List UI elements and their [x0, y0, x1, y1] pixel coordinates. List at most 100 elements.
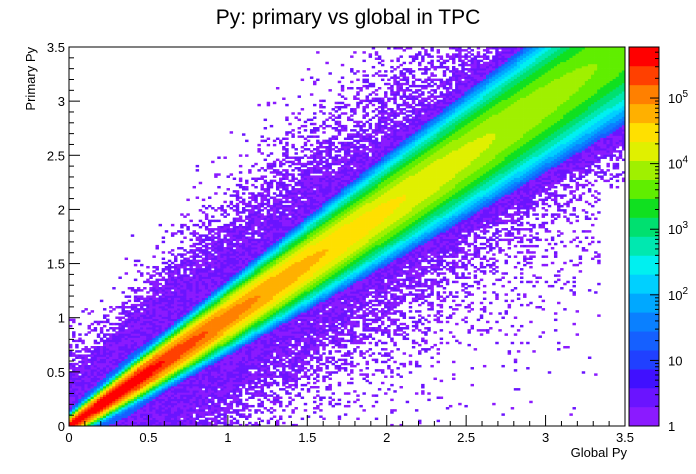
heatmap-cell: [84, 345, 88, 349]
heatmap-cell: [257, 192, 261, 195]
heatmap-cell: [198, 236, 203, 239]
heatmap-cell: [201, 276, 206, 279]
heatmap-cell: [251, 289, 255, 292]
heatmap-cell: [124, 341, 129, 345]
heatmap-cell: [232, 221, 237, 225]
heatmap-cell: [146, 297, 150, 301]
heatmap-cell: [158, 379, 163, 383]
heatmap-cell: [130, 390, 135, 393]
heatmap-cell: [266, 373, 271, 376]
heatmap-cell: [170, 261, 175, 265]
heatmap-cell: [130, 413, 135, 416]
heatmap-cell: [189, 335, 193, 338]
heatmap-cell: [174, 322, 178, 326]
heatmap-cell: [220, 299, 224, 303]
heatmap-cell: [208, 423, 212, 427]
heatmap-cell: [208, 375, 212, 378]
heatmap-cell: [251, 263, 255, 267]
heatmap-cell: [93, 341, 98, 345]
heatmap-cell: [155, 268, 159, 271]
heatmap-cell: [220, 356, 224, 359]
heatmap-cell: [127, 331, 132, 334]
heatmap-cell: [161, 358, 166, 362]
heatmap-cell: [235, 228, 240, 231]
heatmap-cell: [140, 390, 144, 393]
heatmap-cell: [186, 369, 190, 372]
heatmap-cell: [167, 297, 172, 301]
heatmap-cell: [245, 375, 249, 378]
heatmap-cell: [143, 423, 147, 427]
heatmap-cell: [109, 390, 113, 393]
heatmap-cell: [99, 421, 104, 425]
heatmap-cell: [180, 232, 184, 235]
heatmap-cell: [155, 327, 159, 330]
heatmap-cell: [174, 411, 178, 414]
heatmap-cell: [248, 204, 252, 208]
heatmap-cell: [251, 335, 255, 338]
heatmap-cell: [204, 392, 209, 395]
heatmap-cell: [195, 333, 200, 336]
heatmap-cell: [204, 320, 209, 324]
heatmap-cell: [226, 240, 230, 244]
heatmap-cell: [248, 318, 252, 322]
heatmap-cell: [254, 409, 258, 412]
heatmap-cell: [229, 223, 234, 227]
heatmap-cell: [217, 278, 221, 282]
heatmap-cell: [189, 390, 193, 393]
heatmap-cell: [140, 400, 144, 404]
heatmap-cell: [238, 257, 243, 261]
heatmap-cell: [272, 257, 277, 261]
heatmap-cell: [226, 360, 230, 364]
heatmap-cell: [121, 364, 125, 368]
heatmap-cell: [158, 339, 163, 343]
heatmap-cell: [251, 255, 255, 258]
heatmap-cell: [248, 289, 252, 292]
heatmap-cell: [75, 398, 79, 402]
heatmap-cell: [174, 320, 178, 324]
heatmap-cell: [152, 339, 156, 343]
heatmap-cell: [248, 358, 252, 362]
heatmap-cell: [211, 339, 215, 343]
heatmap-cell: [245, 261, 249, 265]
heatmap-cell: [245, 371, 249, 374]
heatmap-cell: [235, 383, 240, 387]
heatmap-cell: [272, 375, 277, 378]
heatmap-cell: [241, 402, 246, 406]
heatmap-cell: [266, 371, 271, 374]
heatmap-cell: [238, 249, 243, 252]
heatmap-cell: [257, 312, 261, 315]
heatmap-cell: [140, 305, 144, 309]
heatmap-cell: [161, 364, 166, 368]
heatmap-cell: [211, 354, 215, 357]
heatmap-cell: [124, 373, 129, 376]
heatmap-cell: [121, 396, 125, 399]
heatmap-cell: [130, 385, 135, 389]
heatmap-cell: [121, 301, 125, 305]
heatmap-cell: [69, 409, 73, 412]
heatmap-cell: [177, 333, 181, 336]
heatmap-cell: [140, 335, 144, 338]
heatmap-cell: [263, 230, 268, 233]
heatmap-cell: [186, 381, 190, 385]
heatmap-cell: [257, 348, 261, 351]
heatmap-cell: [130, 343, 135, 347]
heatmap-cell: [112, 352, 116, 355]
heatmap-cell: [149, 301, 153, 305]
heatmap-cell: [99, 423, 104, 427]
heatmap-cell: [161, 350, 166, 353]
heatmap-cell: [260, 244, 264, 248]
heatmap-cell: [189, 320, 193, 324]
heatmap-cell: [192, 423, 196, 427]
heatmap-cell: [260, 379, 264, 383]
heatmap-cell: [161, 305, 166, 309]
heatmap-cell: [149, 331, 153, 334]
heatmap-cell: [121, 358, 125, 362]
heatmap-cell: [235, 291, 240, 294]
heatmap-cell: [238, 164, 243, 168]
heatmap-cell: [220, 385, 224, 389]
heatmap-cell: [90, 310, 95, 313]
heatmap-cell: [143, 369, 147, 372]
heatmap-cell: [152, 314, 156, 317]
heatmap-cell: [192, 295, 196, 298]
heatmap-cell: [84, 402, 88, 406]
